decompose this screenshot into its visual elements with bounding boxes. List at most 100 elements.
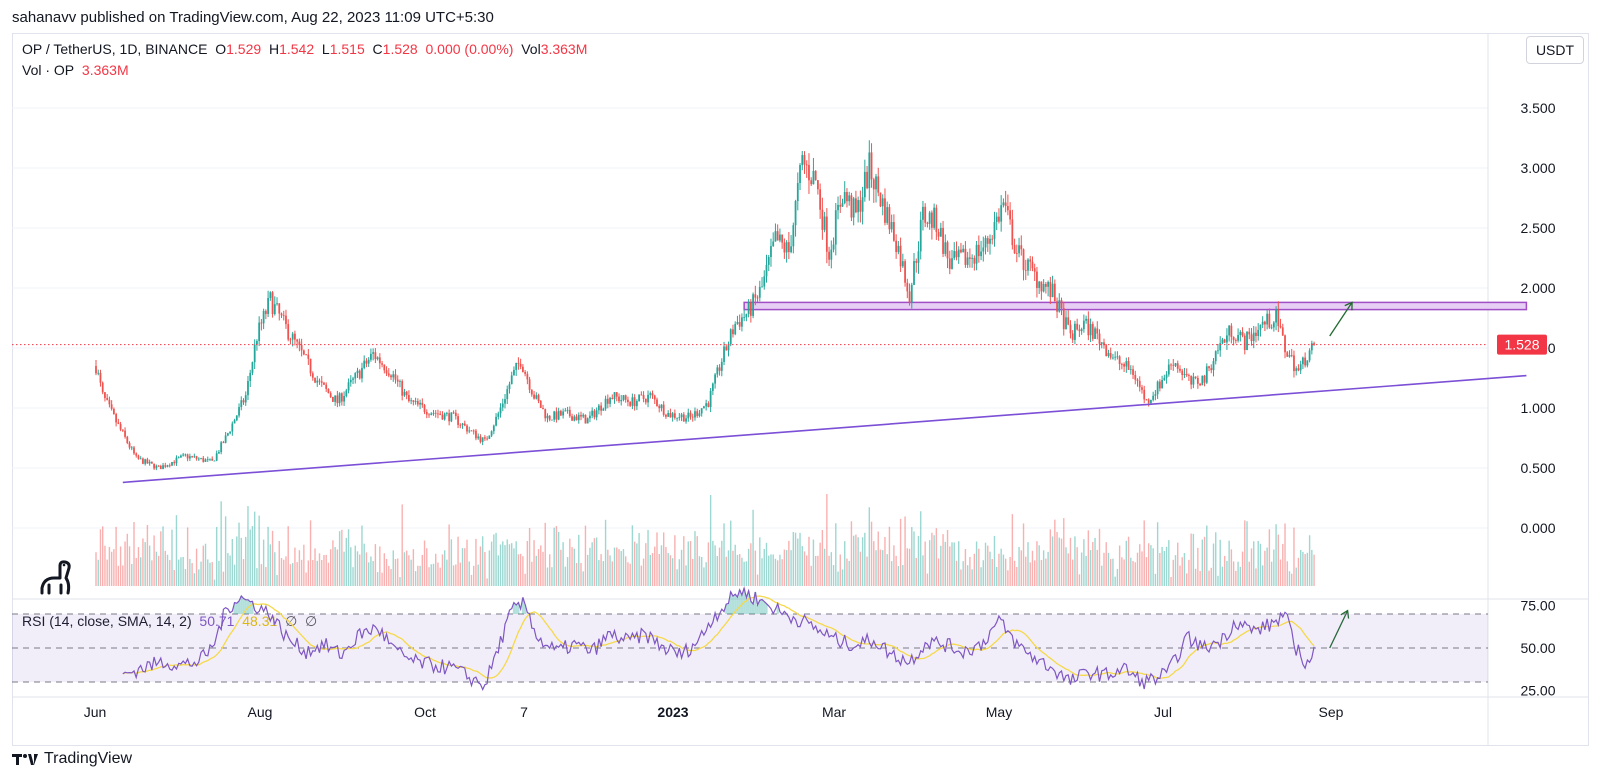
candle-body xyxy=(1132,369,1134,375)
candle-body xyxy=(801,155,804,166)
candle-body xyxy=(200,457,202,459)
volume-bar xyxy=(694,531,696,586)
low-value: 1.515 xyxy=(329,41,365,57)
candle-body xyxy=(890,222,893,230)
volume-bar xyxy=(135,558,137,586)
candle-body xyxy=(886,207,889,223)
candle-body xyxy=(1112,357,1114,359)
volume-bar xyxy=(403,552,406,586)
volume-bar xyxy=(1022,523,1025,586)
volume-bar xyxy=(839,554,841,586)
candle-body xyxy=(1302,357,1304,365)
candle-body xyxy=(405,391,408,396)
volume-bar xyxy=(108,546,111,586)
candle-body xyxy=(506,389,509,400)
candle-body xyxy=(392,374,395,378)
symbol-label[interactable]: OP / TetherUS, 1D, BINANCE xyxy=(22,41,208,57)
volume-bar xyxy=(423,540,426,586)
candle-body xyxy=(1161,380,1163,389)
volume-bar xyxy=(117,565,120,586)
candle-body xyxy=(345,390,348,397)
volume-bar xyxy=(314,548,316,586)
candle-body xyxy=(146,459,149,464)
volume-bar xyxy=(274,552,276,586)
candle-body xyxy=(562,411,565,416)
candle-body xyxy=(930,212,933,228)
volume-bar xyxy=(1130,557,1132,586)
candle-body xyxy=(1143,389,1146,400)
volume-bar xyxy=(893,545,895,586)
candle-body xyxy=(1015,253,1018,254)
candle-body xyxy=(817,180,819,190)
vol-row-label[interactable]: Vol · OP xyxy=(22,62,75,78)
candle-body xyxy=(732,329,734,335)
publish-caption: sahanavv published on TradingView.com, A… xyxy=(12,9,494,26)
candle-body xyxy=(153,463,156,469)
volume-bar xyxy=(1244,520,1246,586)
volume-bar xyxy=(779,554,781,586)
volume-bar xyxy=(446,559,448,586)
candle-body xyxy=(367,359,370,364)
volume-bar xyxy=(810,565,812,586)
candle-body xyxy=(1098,333,1101,344)
volume-bar xyxy=(177,559,180,586)
volume-bar xyxy=(669,555,672,586)
volume-bar xyxy=(95,552,97,586)
volume-bar xyxy=(1078,574,1081,586)
volume-bar xyxy=(171,529,173,586)
volume-bar xyxy=(917,535,920,586)
candle-body xyxy=(416,401,419,405)
candle-body xyxy=(1277,309,1280,327)
candle-body xyxy=(340,393,343,402)
volume-bar xyxy=(879,549,882,586)
candle-body xyxy=(202,457,205,462)
volume-bar xyxy=(466,539,468,586)
rsi-label[interactable]: RSI (14, close, SMA, 14, 2) xyxy=(22,613,192,629)
volume-bar xyxy=(783,549,786,586)
rsi-up-arrow-head xyxy=(1340,609,1350,619)
candle-body xyxy=(727,344,730,351)
volume-bar xyxy=(1009,556,1011,586)
price-tick-label: 2.000 xyxy=(1520,280,1555,296)
volume-bar xyxy=(1123,559,1125,586)
candle-body xyxy=(349,379,352,383)
candle-body xyxy=(188,456,191,459)
volume-bar xyxy=(350,547,352,586)
tradingview-brand[interactable]: TradingView xyxy=(44,750,133,767)
candle-body xyxy=(1036,271,1038,288)
volume-bar xyxy=(1154,573,1157,586)
volume-bar xyxy=(1159,552,1161,586)
candle-body xyxy=(472,430,475,432)
candle-body xyxy=(922,206,924,220)
candle-body xyxy=(177,457,180,459)
volume-bar xyxy=(1163,550,1166,586)
candle-body xyxy=(430,413,433,416)
volume-bar xyxy=(392,550,394,586)
candle-body xyxy=(1163,377,1166,381)
candle-body xyxy=(553,411,556,420)
candle-body xyxy=(352,378,354,380)
volume-bar xyxy=(812,539,815,586)
candle-body xyxy=(946,242,949,259)
volume-bar xyxy=(911,527,913,586)
candle-body xyxy=(437,413,439,415)
candle-body xyxy=(649,393,652,395)
candle-body xyxy=(580,414,582,417)
candle-body xyxy=(875,176,877,190)
volume-bar xyxy=(430,564,432,586)
volume-bar xyxy=(1279,559,1282,586)
volume-bar xyxy=(153,535,155,586)
volume-bar xyxy=(1237,561,1239,586)
candle-body xyxy=(622,395,625,400)
candle-body xyxy=(937,231,940,237)
currency-button[interactable]: USDT xyxy=(1526,36,1584,64)
candle-body xyxy=(316,380,319,383)
candle-body xyxy=(1165,374,1168,378)
candle-body xyxy=(262,310,265,324)
candle-body xyxy=(238,407,240,416)
volume-bar xyxy=(376,572,379,586)
volume-bar xyxy=(1047,551,1049,586)
rsi-na-1: ∅ xyxy=(285,613,298,629)
candle-body xyxy=(711,383,714,391)
